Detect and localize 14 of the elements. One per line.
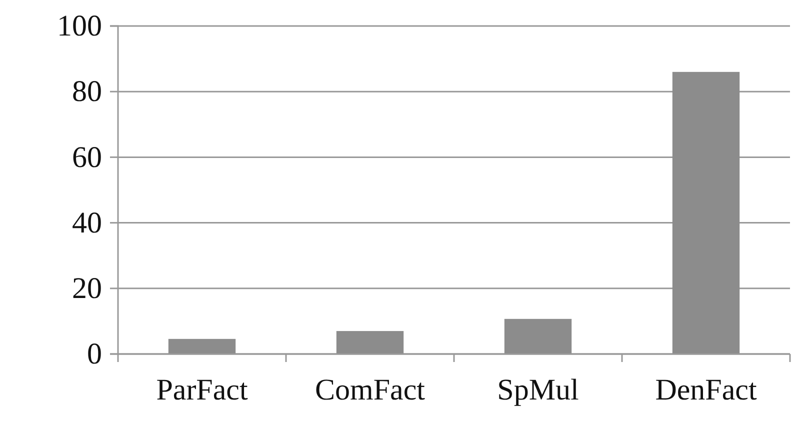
y-tick-label: 100 <box>57 10 102 43</box>
bar <box>168 338 236 354</box>
x-tick-label: ComFact <box>315 373 426 406</box>
y-tick-label: 40 <box>72 206 102 240</box>
x-tick-label: DenFact <box>655 373 758 406</box>
y-tick-label: 20 <box>72 272 102 305</box>
bar <box>672 72 740 354</box>
x-tick-label: ParFact <box>156 373 248 406</box>
y-tick-label: 80 <box>72 75 102 108</box>
bar <box>336 331 404 354</box>
y-tick-label: 0 <box>87 338 102 371</box>
y-tick-label: 60 <box>72 140 102 174</box>
x-tick-label: SpMul <box>497 373 579 406</box>
bar <box>504 318 572 354</box>
